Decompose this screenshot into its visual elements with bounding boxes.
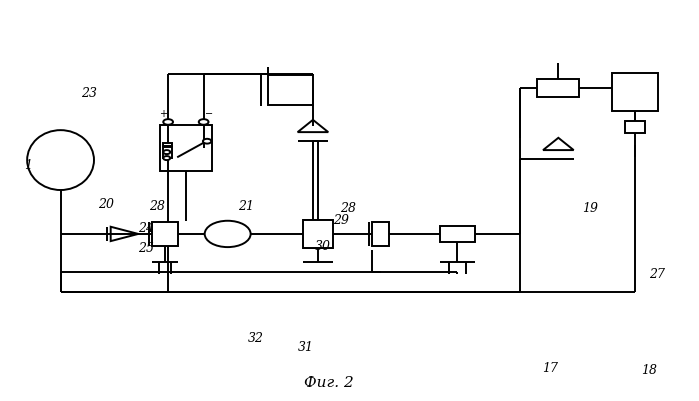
Circle shape (164, 120, 173, 126)
Text: 29: 29 (333, 214, 349, 227)
Text: 27: 27 (649, 268, 665, 281)
Bar (164, 144, 172, 147)
Circle shape (205, 221, 251, 247)
Text: 32: 32 (247, 331, 264, 344)
Text: 19: 19 (582, 202, 598, 215)
Text: 28: 28 (340, 202, 356, 215)
Text: 23: 23 (81, 87, 97, 99)
Text: 17: 17 (542, 361, 558, 374)
Text: 20: 20 (98, 198, 114, 211)
Text: Фиг. 2: Фиг. 2 (304, 375, 354, 389)
Bar (303, 221, 333, 248)
Text: 21: 21 (238, 199, 254, 212)
Bar (373, 223, 389, 246)
Circle shape (199, 120, 208, 126)
Bar (164, 148, 172, 159)
Bar (440, 227, 475, 242)
Bar (538, 80, 579, 98)
Text: 30: 30 (315, 240, 331, 253)
Bar (268, 76, 313, 106)
Circle shape (164, 157, 171, 161)
Circle shape (203, 140, 211, 144)
Bar (160, 126, 212, 172)
Bar (152, 223, 178, 246)
Text: −: − (205, 109, 213, 119)
Text: 25: 25 (138, 242, 154, 255)
Text: 18: 18 (641, 363, 657, 376)
Bar (624, 122, 645, 134)
Text: 28: 28 (150, 199, 166, 212)
Text: 24: 24 (138, 222, 154, 235)
Text: 1: 1 (24, 158, 32, 171)
Bar (612, 74, 658, 112)
Circle shape (164, 151, 171, 155)
Text: 31: 31 (298, 340, 315, 353)
Text: +: + (159, 109, 166, 119)
